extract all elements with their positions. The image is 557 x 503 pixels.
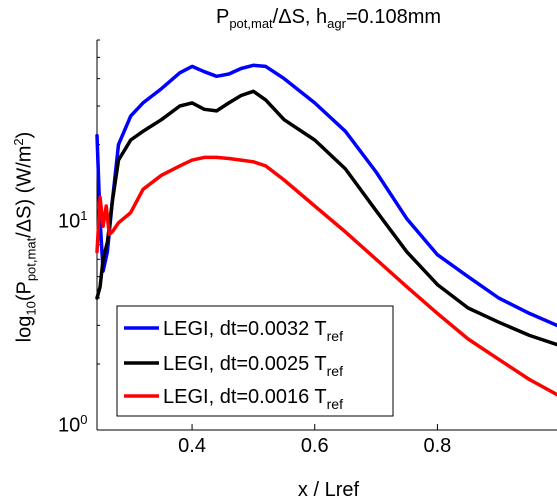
title-main: P [215,6,230,28]
x-axis-label: x / Lref [297,479,360,501]
x-tick-label: 0.4 [178,435,206,457]
chart-title: Ppot,mat/ΔS, hagr=0.108mm [100,6,557,31]
y-tick-base: 10 [58,210,81,233]
title-tail: =0.108mm [345,6,442,28]
x-tick-label: 0.8 [423,435,451,457]
y-tick-base: 10 [58,414,81,437]
title-sub2: agr [327,16,346,31]
y-tick-label-1e0: 100 [58,412,87,438]
x-tick-label: 0.6 [301,435,329,457]
legend-box [116,305,394,417]
title-sub: pot,mat [229,16,273,31]
legend-label-2: LEGI, dt=0.0025 Tref [163,353,343,379]
series-line-3 [95,155,557,397]
y-tick-label-1e1: 101 [58,208,87,234]
series-line-2 [95,89,557,347]
y-tick-exp: 1 [80,208,88,223]
legend-label-1: LEGI, dt=0.0032 Tref [163,318,343,344]
legend-label-3: LEGI, dt=0.0016 Tref [163,386,343,412]
series-line-1 [95,63,557,328]
y-tick-exp: 0 [80,412,88,427]
title-mid: /ΔS, h [272,6,328,28]
